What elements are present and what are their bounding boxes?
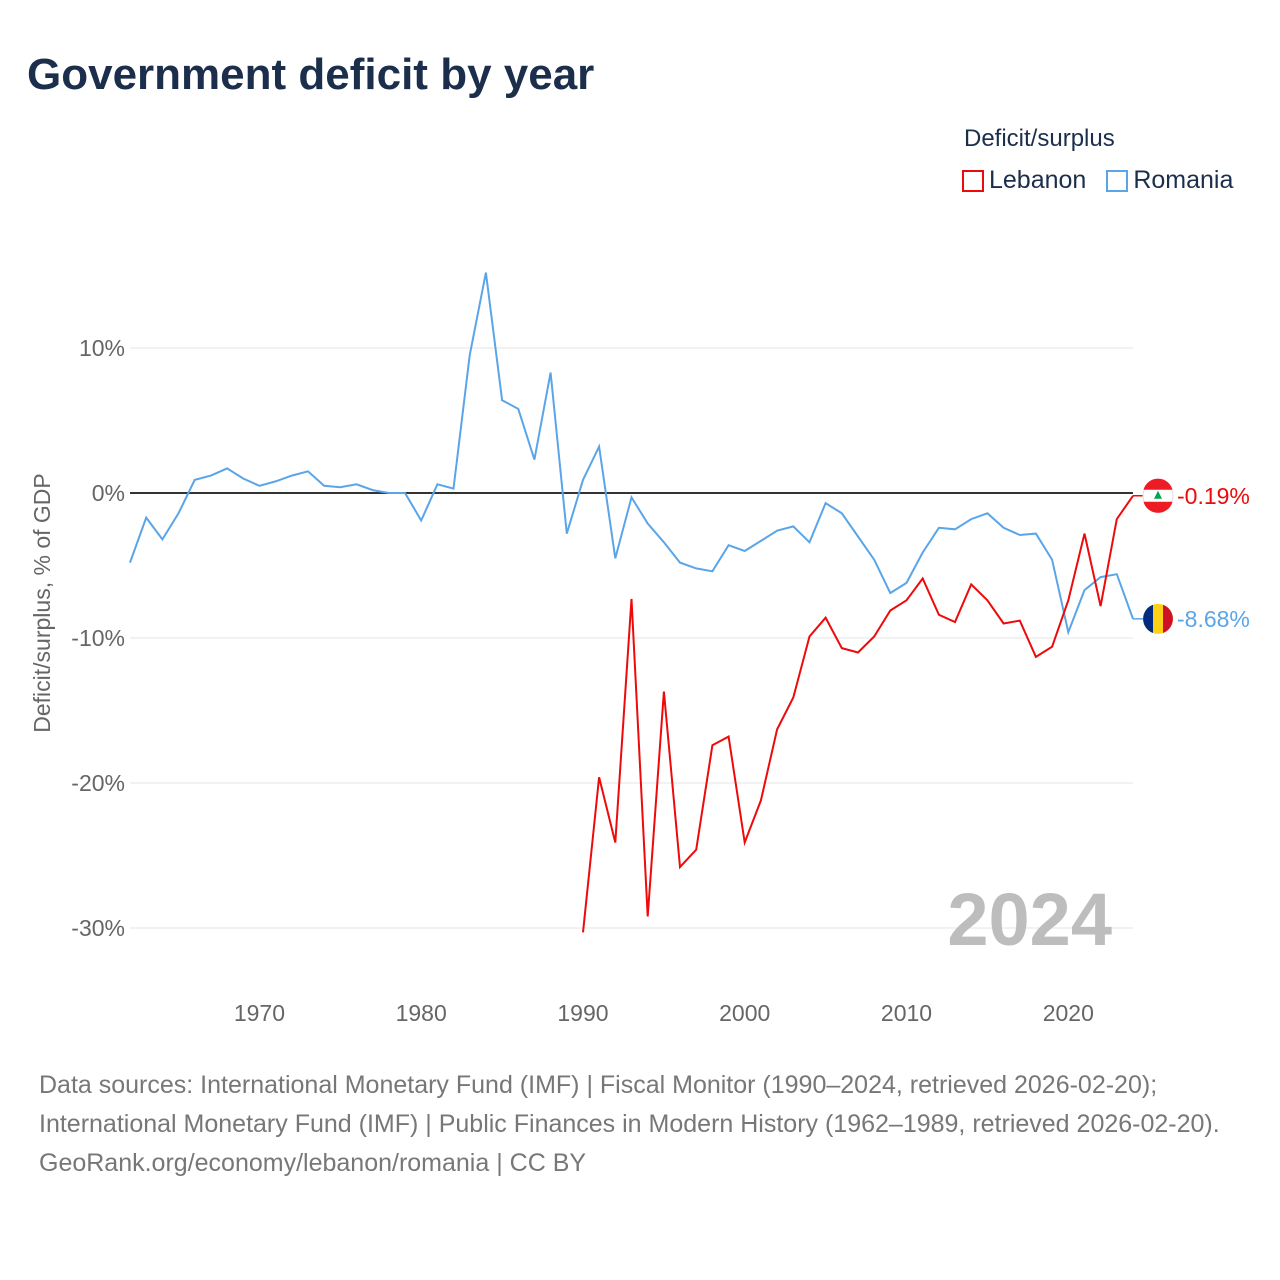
romania-flag-icon-red [1163,604,1173,633]
romania-flag-icon-blue [1143,604,1153,633]
credit-link[interactable]: GeoRank.org/economy/lebanon/romania | CC… [39,1149,587,1177]
legend-label-romania: Romania [1133,166,1234,194]
legend-swatch-lebanon [962,169,984,192]
lebanon-flag-icon-top [1143,478,1173,490]
x-tick-label: 1970 [234,1000,285,1026]
series-line-lebanon [582,495,1134,933]
end-label-romania: -8.68% [1177,606,1250,632]
year-watermark: 2024 [947,878,1112,961]
x-tick-label: 2000 [719,1000,770,1026]
y-tick-label: -10% [71,625,125,651]
legend-label-lebanon: Lebanon [989,166,1087,194]
y-tick-label: -30% [71,915,125,941]
legend-item-lebanon[interactable]: Lebanon [962,166,1086,195]
x-tick-label: 2010 [881,1000,932,1026]
chart-title: Government deficit by year [27,50,595,99]
y-tick-label: -20% [71,770,125,796]
x-tick-label: 1980 [396,1000,447,1026]
legend-title: Deficit/surplus [964,125,1115,152]
y-tick-label: 0% [92,480,125,506]
x-tick-label: 2020 [1043,1000,1094,1026]
y-tick-label: 10% [79,335,125,361]
data-sources: Data sources: International Monetary Fun… [39,1071,1220,1138]
footer: Data sources: International Monetary Fun… [39,1066,1239,1183]
chart-area: 10% 0% -10% -20% -30% 1970 1980 1990 2000 2010 202… [29,272,1250,1026]
legend-swatch-romania [1106,169,1129,192]
cedar-icon [1154,490,1162,499]
x-tick-label: 1990 [557,1000,608,1026]
y-axis-label: Deficit/surplus, % of GDP [29,473,55,732]
end-label-lebanon: -0.19% [1177,483,1250,509]
legend-item-romania[interactable]: Romania [1106,166,1233,195]
series-line-romania [129,272,1134,636]
lebanon-flag-icon-bottom [1143,501,1173,513]
legend: Lebanon Romania [962,166,1233,195]
